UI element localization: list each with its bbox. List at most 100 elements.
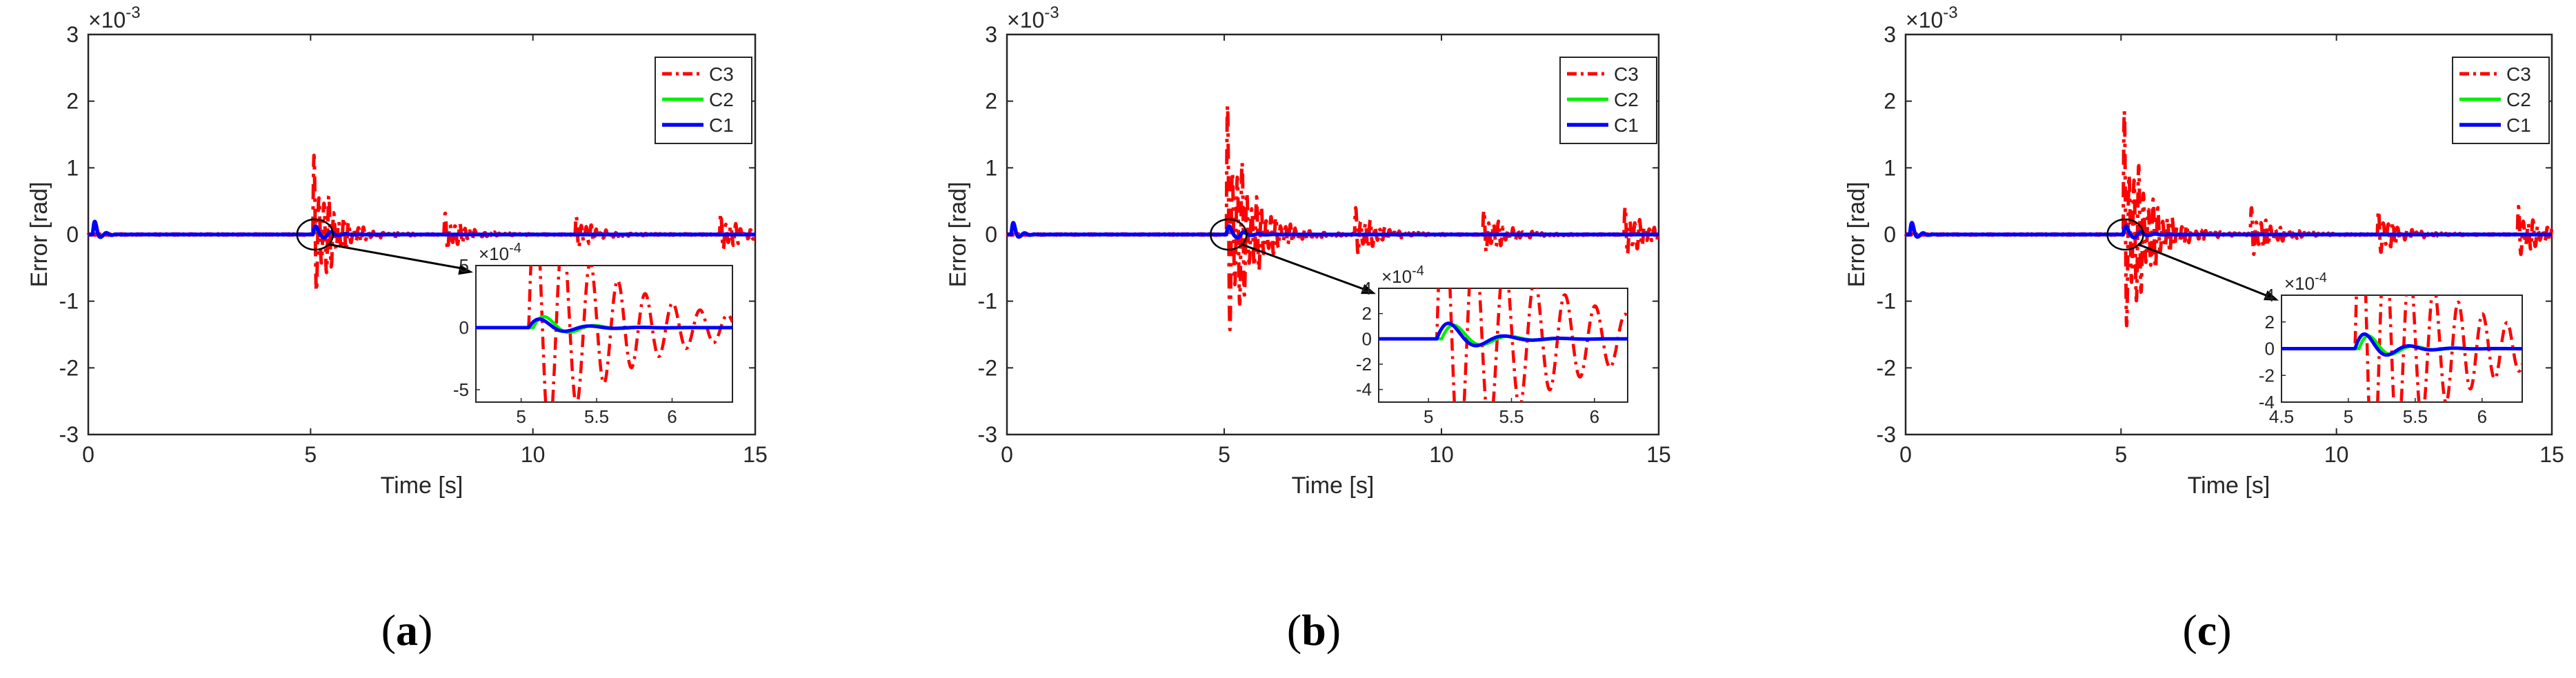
inset-exponent-label: ×10-4 [2284, 270, 2327, 294]
y-tick-label: 0 [1884, 222, 1896, 247]
y-exponent-label: ×10-3 [1906, 3, 1958, 32]
legend-label-c3: C3 [709, 63, 734, 85]
inset-exponent-label: ×10-4 [479, 241, 521, 264]
y-tick-label: 3 [985, 22, 997, 47]
y-tick-label: 1 [985, 155, 997, 180]
panel-b: 0 5 10 15 -3 -2 -1 0 1 2 3 Time [s] Error [rad] ×10-3… [945, 3, 1671, 499]
inset-y-tick-label: -4 [2259, 392, 2275, 412]
x-tick-label: 5 [2115, 442, 2127, 467]
zoom-circle [1210, 218, 1248, 251]
caption-a: (a) [381, 606, 433, 655]
inset-x-tick-label: 5 [1424, 406, 1433, 427]
y-exponent-label: ×10-3 [1007, 3, 1059, 32]
series-line-c1 [86, 219, 757, 240]
inset-y-tick-label: -2 [2259, 365, 2275, 386]
legend-label-c3: C3 [1614, 63, 1639, 85]
panel-c: 0 5 10 15 -3 -2 -1 0 1 2 3 Time [s] Error [rad] ×10-3… [1844, 3, 2564, 499]
legend-label-c1: C1 [1614, 114, 1639, 136]
y-axis-label: Error [rad] [26, 181, 52, 287]
zoom-arrow-head [1361, 284, 1376, 295]
x-tick-label: 10 [521, 442, 546, 467]
inset-frame [1378, 288, 1628, 403]
x-tick-label: 0 [1899, 442, 1912, 467]
inset-y-tick-label: 2 [1362, 303, 1372, 324]
x-tick-label: 15 [1646, 442, 1671, 467]
inset-y-tick-label: 5 [459, 255, 469, 276]
inset-y-tick-label: 0 [1362, 328, 1372, 349]
inset-exponent-label: ×10-4 [1381, 263, 1424, 287]
legend-label-c1: C1 [2506, 114, 2531, 136]
series-line-c1 [1904, 221, 2554, 240]
inset-series-line-c3 [2282, 295, 2522, 402]
inset-series-line-c1 [1379, 321, 1628, 348]
inset-x-tick-label: 5 [516, 406, 526, 427]
y-tick-label: -1 [59, 289, 79, 314]
x-tick-label: 10 [2324, 442, 2349, 467]
caption-c: (c) [2182, 606, 2231, 655]
panel-a: 0 5 10 15 -3 -2 -1 0 1 2 3 Time [s] Error [rad] ×10-3… [26, 3, 768, 499]
inset-y-tick-label: 2 [2265, 312, 2275, 332]
y-tick-label: 0 [66, 222, 79, 247]
y-tick-label: 2 [1884, 89, 1896, 114]
inset-x-tick-label: 5.5 [2403, 406, 2428, 427]
y-tick-label: -3 [59, 422, 79, 447]
zoom-circle [296, 218, 335, 251]
y-tick-label: -3 [1877, 422, 1896, 447]
inset-series-group [1379, 288, 1628, 402]
legend-label-c2: C2 [709, 89, 734, 110]
x-tick-label: 5 [304, 442, 317, 467]
x-tick-label: 15 [743, 442, 768, 467]
zoom-arrow-line [2137, 243, 2271, 299]
legend-label-c2: C2 [1614, 89, 1639, 110]
inset-x-tick-label: 4.5 [2269, 406, 2294, 427]
x-axis-label: Time [s] [381, 472, 463, 499]
x-tick-label: 10 [1429, 442, 1454, 467]
inset-x-tick-label: 5.5 [1499, 406, 1524, 427]
zoom-arrow-head [458, 264, 473, 275]
inset-y-tick-label: -5 [453, 379, 469, 400]
y-axis-label: Error [rad] [945, 181, 971, 287]
inset-x-tick-label: 6 [2477, 406, 2487, 427]
inset-y-tick-label: 4 [2265, 285, 2275, 306]
inset-series-line-c1 [2282, 332, 2522, 357]
zoom-circle [2106, 218, 2144, 251]
x-axis-label: Time [s] [1292, 472, 1375, 499]
y-tick-label: 1 [1884, 155, 1896, 180]
x-axis-label: Time [s] [2188, 472, 2270, 499]
y-tick-label: -2 [978, 355, 997, 380]
inset-y-tick-label: -2 [1356, 354, 1372, 375]
y-exponent-label: ×10-3 [88, 3, 141, 32]
y-tick-label: -2 [1877, 355, 1896, 380]
x-tick-label: 0 [82, 442, 94, 467]
legend-label-c2: C2 [2506, 89, 2531, 110]
x-tick-label: 15 [2539, 442, 2564, 467]
y-tick-label: -3 [978, 422, 997, 447]
y-tick-label: 3 [1884, 22, 1896, 47]
y-tick-label: 2 [66, 89, 79, 114]
inset-y-tick-label: -4 [1356, 379, 1372, 400]
x-tick-label: 0 [1001, 442, 1013, 467]
y-axis-label: Error [rad] [1844, 181, 1870, 287]
inset-x-tick-label: 5 [2344, 406, 2353, 427]
x-tick-label: 5 [1218, 442, 1230, 467]
inset-x-tick-label: 5.5 [584, 406, 609, 427]
y-tick-label: -1 [1877, 289, 1896, 314]
zoom-arrow-line [1240, 243, 1368, 292]
series-line-c1 [1005, 221, 1661, 240]
inset-series-group [476, 266, 732, 402]
zoom-arrow-line [327, 243, 466, 270]
legend-label-c3: C3 [2506, 63, 2531, 85]
legend-label-c1: C1 [709, 114, 734, 136]
y-tick-label: 1 [66, 155, 79, 180]
y-tick-label: -1 [978, 289, 997, 314]
inset-series-group [2282, 295, 2522, 402]
y-tick-label: 3 [66, 22, 79, 47]
inset-x-tick-label: 6 [667, 406, 677, 427]
zoom-arrow-head [2264, 290, 2279, 301]
inset-series-line-c1 [476, 317, 732, 333]
y-tick-label: 2 [985, 89, 997, 114]
inset-x-tick-label: 6 [1590, 406, 1599, 427]
inset-series-line-c3 [1379, 288, 1628, 402]
